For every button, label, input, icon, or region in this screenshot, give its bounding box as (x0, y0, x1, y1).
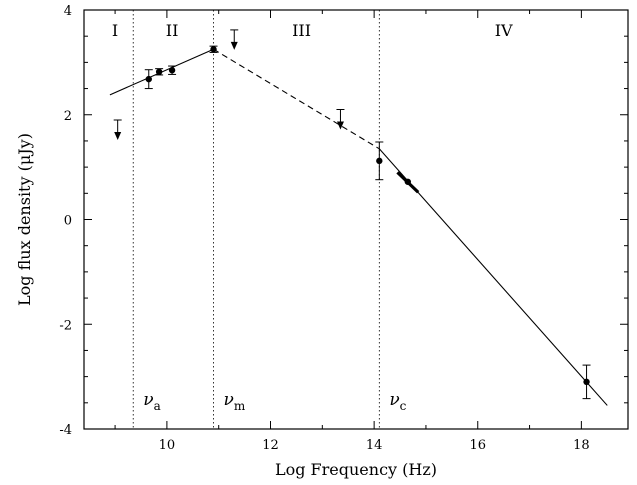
region-label: III (292, 21, 311, 40)
upper-limit-arrowhead (114, 131, 122, 140)
data-point (145, 75, 152, 83)
x-axis-label: Log Frequency (Hz) (275, 460, 437, 479)
model-dashed-segment (213, 48, 380, 150)
axes: 10 12 14 16 18 -4 -2 0 2 4 (59, 4, 629, 453)
break-frequency-lines: νa νm νc (132, 10, 407, 429)
model-lines (109, 48, 608, 406)
data-point (210, 46, 217, 53)
x-tick-label: 14 (366, 438, 383, 453)
data-point (583, 378, 590, 386)
nu-symbol: ν (389, 390, 399, 410)
x-tick-label: 18 (573, 438, 590, 453)
x-tick-label: 10 (159, 438, 176, 453)
nu-symbol: ν (143, 390, 153, 410)
y-axis-label: Log flux density (μJy) (15, 133, 34, 306)
upper-limit-arrow (230, 29, 239, 50)
data-point (376, 157, 383, 165)
upper-limits (113, 29, 345, 140)
nu-symbol: ν (224, 390, 234, 410)
y-tick-label: -2 (59, 318, 72, 333)
upper-limit-arrow (113, 119, 122, 140)
y-tick-label: -4 (59, 423, 72, 438)
data-point (404, 178, 412, 185)
nu-subscript: a (154, 399, 161, 413)
x-tick-label: 16 (469, 438, 486, 453)
y-tick-label: 2 (64, 109, 72, 124)
break-frequency-label: νc (389, 390, 406, 413)
nu-subscript: c (400, 399, 407, 413)
upper-limit-arrow (336, 109, 345, 130)
region-labels: I II III IV (112, 21, 513, 40)
break-frequency-label: νa (143, 390, 161, 413)
break-frequency-label: νm (224, 390, 246, 413)
data-point (168, 67, 176, 74)
region-label: II (166, 21, 179, 40)
plot-frame (83, 9, 629, 430)
data-points (144, 45, 591, 400)
nu-subscript: m (234, 399, 246, 413)
x-tick-label: 12 (262, 438, 279, 453)
y-tick-label: 4 (64, 4, 72, 19)
upper-limit-arrowhead (230, 41, 238, 50)
data-point (155, 68, 163, 76)
region-label: I (112, 21, 118, 40)
y-tick-label: 0 (64, 214, 72, 229)
region-label: IV (495, 21, 513, 40)
upper-limit-arrowhead (336, 121, 344, 130)
